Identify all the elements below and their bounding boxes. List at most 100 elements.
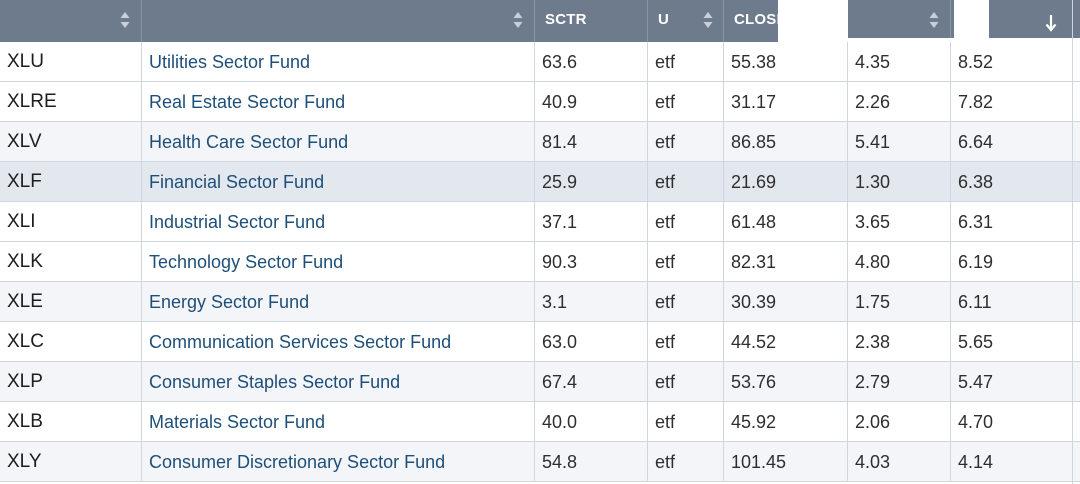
close-value: 53.76: [731, 372, 777, 392]
symbol-text: XLI: [7, 211, 36, 232]
universe-value: etf: [655, 172, 676, 192]
symbol-cell[interactable]: XLU: [0, 42, 142, 82]
percent-value: 5.65: [958, 332, 994, 352]
symbol-text: XLK: [7, 251, 43, 272]
change-cell: 1.75: [848, 282, 951, 322]
symbol-cell[interactable]: XLB: [0, 402, 142, 442]
column-header-sctr[interactable]: SCTR: [535, 0, 648, 42]
change-cell: 5.41: [848, 122, 951, 162]
percent-cell: 6.19: [951, 242, 1073, 282]
change-value: 1.75: [855, 292, 891, 312]
name-cell[interactable]: Energy Sector Fund: [142, 282, 535, 322]
percent-cell: 7.82: [951, 82, 1073, 122]
universe-value: etf: [655, 92, 676, 112]
name-cell[interactable]: Real Estate Sector Fund: [142, 82, 535, 122]
close-value: 55.38: [731, 52, 777, 72]
fund-name-link[interactable]: Energy Sector Fund: [149, 292, 310, 312]
sctr-value: 90.3: [542, 252, 578, 272]
universe-cell: etf: [648, 202, 724, 242]
name-cell[interactable]: Consumer Staples Sector Fund: [142, 362, 535, 402]
fund-name-link[interactable]: Consumer Discretionary Sector Fund: [149, 452, 446, 472]
sort-icon[interactable]: [929, 11, 939, 29]
sort-icon[interactable]: [513, 11, 523, 29]
close-cell: 31.17: [724, 82, 848, 122]
name-cell[interactable]: Industrial Sector Fund: [142, 202, 535, 242]
percent-cell: 6.11: [951, 282, 1073, 322]
symbol-cell[interactable]: XLE: [0, 282, 142, 322]
close-cell: 101.45: [724, 442, 848, 482]
name-cell[interactable]: Technology Sector Fund: [142, 242, 535, 282]
fund-name-link[interactable]: Real Estate Sector Fund: [149, 92, 346, 112]
percent-cell: 6.31: [951, 202, 1073, 242]
table-row[interactable]: XLV Health Care Sector Fund 81.4 etf 86.…: [0, 122, 1080, 162]
close-cell: 82.31: [724, 242, 848, 282]
symbol-text: XLP: [7, 371, 43, 392]
symbol-cell[interactable]: XLK: [0, 242, 142, 282]
symbol-cell[interactable]: XLRE: [0, 82, 142, 122]
fund-name-link[interactable]: Consumer Staples Sector Fund: [149, 372, 401, 392]
column-header-u[interactable]: U: [648, 0, 724, 42]
symbol-cell[interactable]: XLC: [0, 322, 142, 362]
symbol-cell[interactable]: XLP: [0, 362, 142, 402]
close-value: 21.69: [731, 172, 777, 192]
table-row[interactable]: XLK Technology Sector Fund 90.3 etf 82.3…: [0, 242, 1080, 282]
universe-cell: etf: [648, 442, 724, 482]
close-cell: 55.38: [724, 42, 848, 82]
column-header-symbol[interactable]: [0, 0, 142, 42]
table-row[interactable]: XLE Energy Sector Fund 3.1 etf 30.39 1.7…: [0, 282, 1080, 322]
universe-cell: etf: [648, 122, 724, 162]
symbol-cell[interactable]: XLF: [0, 162, 142, 202]
close-cell: 44.52: [724, 322, 848, 362]
name-cell[interactable]: Financial Sector Fund: [142, 162, 535, 202]
table-row[interactable]: XLY Consumer Discretionary Sector Fund 5…: [0, 442, 1080, 482]
symbol-text: XLF: [7, 171, 42, 192]
name-cell[interactable]: Utilities Sector Fund: [142, 42, 535, 82]
name-cell[interactable]: Health Care Sector Fund: [142, 122, 535, 162]
sctr-value: 25.9: [542, 172, 578, 192]
close-cell: 53.76: [724, 362, 848, 402]
change-value: 2.06: [855, 412, 891, 432]
symbol-cell[interactable]: XLI: [0, 202, 142, 242]
universe-cell: etf: [648, 362, 724, 402]
percent-value: 6.11: [958, 292, 992, 312]
table-row[interactable]: XLB Materials Sector Fund 40.0 etf 45.92…: [0, 402, 1080, 442]
sctr-cell: 67.4: [535, 362, 648, 402]
table-row[interactable]: XLC Communication Services Sector Fund 6…: [0, 322, 1080, 362]
universe-value: etf: [655, 412, 676, 432]
percent-value: 7.82: [958, 92, 994, 112]
close-cell: 45.92: [724, 402, 848, 442]
symbol-cell[interactable]: XLY: [0, 442, 142, 482]
table-row[interactable]: XLU Utilities Sector Fund 63.6 etf 55.38…: [0, 42, 1080, 82]
fund-name-link[interactable]: Utilities Sector Fund: [149, 52, 311, 72]
table-row[interactable]: XLI Industrial Sector Fund 37.1 etf 61.4…: [0, 202, 1080, 242]
sort-icon[interactable]: [703, 11, 713, 29]
table-row[interactable]: XLP Consumer Staples Sector Fund 67.4 et…: [0, 362, 1080, 402]
change-value: 5.41: [855, 132, 891, 152]
sort-icon[interactable]: [120, 11, 130, 29]
fund-name-link[interactable]: Materials Sector Fund: [149, 412, 326, 432]
column-header-change[interactable]: [848, 0, 951, 42]
arrow-down-icon[interactable]: [1044, 9, 1058, 32]
universe-cell: etf: [648, 242, 724, 282]
universe-cell: etf: [648, 42, 724, 82]
change-cell: 4.03: [848, 442, 951, 482]
fund-name-link[interactable]: Health Care Sector Fund: [149, 132, 349, 152]
name-cell[interactable]: Consumer Discretionary Sector Fund: [142, 442, 535, 482]
table-header: SCTR U CLOSE: [0, 0, 1080, 42]
fund-name-link[interactable]: Industrial Sector Fund: [149, 212, 326, 232]
fund-name-link[interactable]: Technology Sector Fund: [149, 252, 344, 272]
table-row[interactable]: XLF Financial Sector Fund 25.9 etf 21.69…: [0, 162, 1080, 202]
fund-name-link[interactable]: Financial Sector Fund: [149, 172, 325, 192]
table-row[interactable]: XLRE Real Estate Sector Fund 40.9 etf 31…: [0, 82, 1080, 122]
sctr-value: 37.1: [542, 212, 578, 232]
symbol-text: XLB: [7, 411, 43, 432]
fund-name-link[interactable]: Communication Services Sector Fund: [149, 332, 452, 352]
name-cell[interactable]: Communication Services Sector Fund: [142, 322, 535, 362]
symbol-cell[interactable]: XLV: [0, 122, 142, 162]
close-value: 86.85: [731, 132, 777, 152]
close-value: 82.31: [731, 252, 777, 272]
column-header-name[interactable]: [142, 0, 535, 42]
sctr-cell: 90.3: [535, 242, 648, 282]
percent-value: 5.47: [958, 372, 994, 392]
name-cell[interactable]: Materials Sector Fund: [142, 402, 535, 442]
